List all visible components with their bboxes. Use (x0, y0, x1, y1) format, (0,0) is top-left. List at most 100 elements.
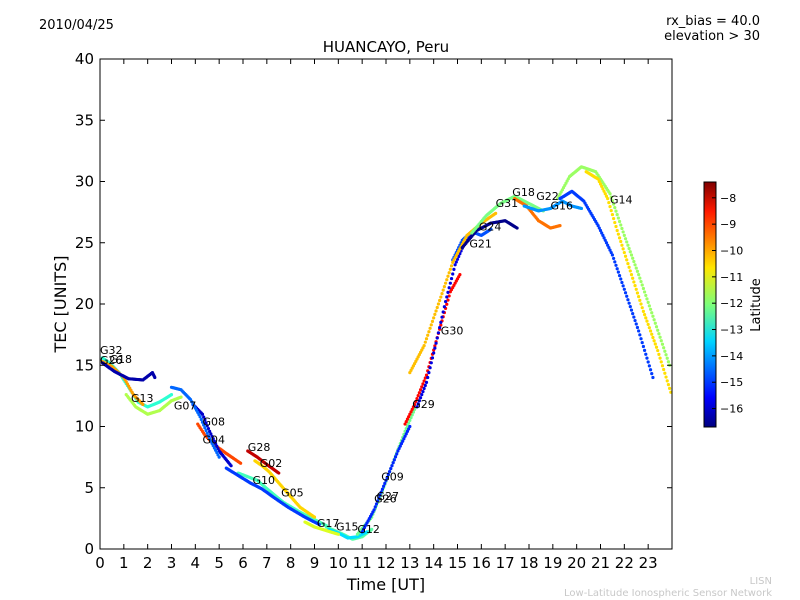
data-point (416, 402, 420, 406)
data-point (430, 356, 435, 360)
y-tick-label: 10 (75, 418, 94, 436)
satellite-label: G02 (260, 457, 283, 470)
data-point (445, 278, 449, 282)
data-point (398, 444, 402, 448)
data-point (598, 182, 603, 186)
data-point (422, 379, 426, 383)
data-point (204, 421, 208, 425)
data-point (403, 422, 407, 426)
satellite-label: G27 (377, 490, 400, 503)
chart-title: HUANCAYO, Peru (322, 38, 450, 56)
satellite-label: G13 (131, 392, 154, 405)
data-point (153, 375, 157, 380)
data-point (418, 388, 423, 392)
data-point (641, 286, 646, 291)
colorbar-tick-label: −15 (720, 376, 743, 389)
data-point (631, 256, 635, 260)
data-point (277, 471, 281, 475)
data-point (598, 228, 603, 233)
colorbar-label: Latitude (749, 278, 764, 332)
data-point (402, 437, 406, 441)
data-point (407, 415, 411, 419)
data-point (455, 257, 460, 261)
data-point (621, 247, 625, 251)
data-point (392, 458, 396, 462)
data-point (654, 325, 659, 329)
data-point (205, 431, 209, 435)
data-point (436, 331, 441, 335)
data-point (601, 233, 605, 237)
data-point (613, 260, 617, 264)
data-point (415, 396, 419, 401)
colorbar-gradient (703, 181, 717, 428)
data-point (389, 467, 393, 471)
data-point (625, 258, 629, 262)
data-point (604, 241, 609, 245)
data-point (607, 201, 611, 205)
data-point (635, 269, 640, 273)
data-point (434, 341, 438, 345)
data-point (383, 481, 387, 485)
data-point (639, 337, 643, 341)
data-point (433, 312, 437, 317)
data-point (664, 375, 668, 379)
data-point (410, 413, 414, 417)
x-axis-label: Time [UT] (346, 575, 425, 594)
data-point (378, 493, 382, 497)
data-point (432, 316, 436, 320)
data-point (202, 415, 206, 419)
data-point (433, 344, 437, 348)
data-point (612, 202, 616, 206)
data-point (659, 339, 663, 343)
data-point (169, 393, 174, 397)
data-point (665, 379, 669, 383)
data-point (427, 330, 431, 334)
x-tick-label: 15 (448, 554, 467, 572)
colorbar-tick-label: −13 (720, 324, 743, 337)
data-point (650, 311, 654, 315)
series-g02 (253, 459, 317, 519)
data-point (408, 418, 412, 422)
data-point (633, 263, 637, 267)
data-point (448, 281, 452, 285)
data-point (660, 364, 665, 368)
data-point (596, 224, 600, 228)
data-point (640, 340, 644, 345)
data-point (601, 187, 605, 191)
data-point (442, 305, 446, 309)
data-point (424, 380, 429, 384)
data-point (203, 418, 207, 422)
x-tick-label: 11 (353, 554, 372, 572)
data-point (621, 284, 625, 288)
data-point (642, 290, 647, 294)
data-point (417, 399, 421, 403)
data-point (602, 236, 606, 240)
data-point (609, 250, 613, 255)
data-point (637, 329, 641, 333)
data-point (416, 394, 420, 398)
data-point (417, 391, 421, 395)
data-point (609, 195, 613, 199)
x-tick-label: 14 (424, 554, 443, 572)
data-point (600, 231, 604, 235)
series-g10 (224, 466, 321, 527)
data-point (657, 352, 661, 356)
data-point (200, 412, 205, 416)
data-point (393, 455, 398, 459)
data-point (418, 396, 423, 400)
data-point (374, 502, 379, 506)
data-point (391, 461, 395, 465)
data-point (664, 353, 668, 357)
data-point (615, 212, 619, 217)
x-tick-label: 21 (591, 554, 610, 572)
x-tick-label: 18 (519, 554, 538, 572)
data-point (200, 420, 205, 424)
data-point (494, 211, 498, 215)
data-point (651, 375, 655, 380)
satellite-label: G18 (512, 186, 535, 199)
data-point (615, 228, 619, 233)
data-point (395, 452, 399, 456)
data-point (628, 269, 632, 273)
data-point (489, 227, 493, 231)
series-g14 (556, 165, 672, 367)
